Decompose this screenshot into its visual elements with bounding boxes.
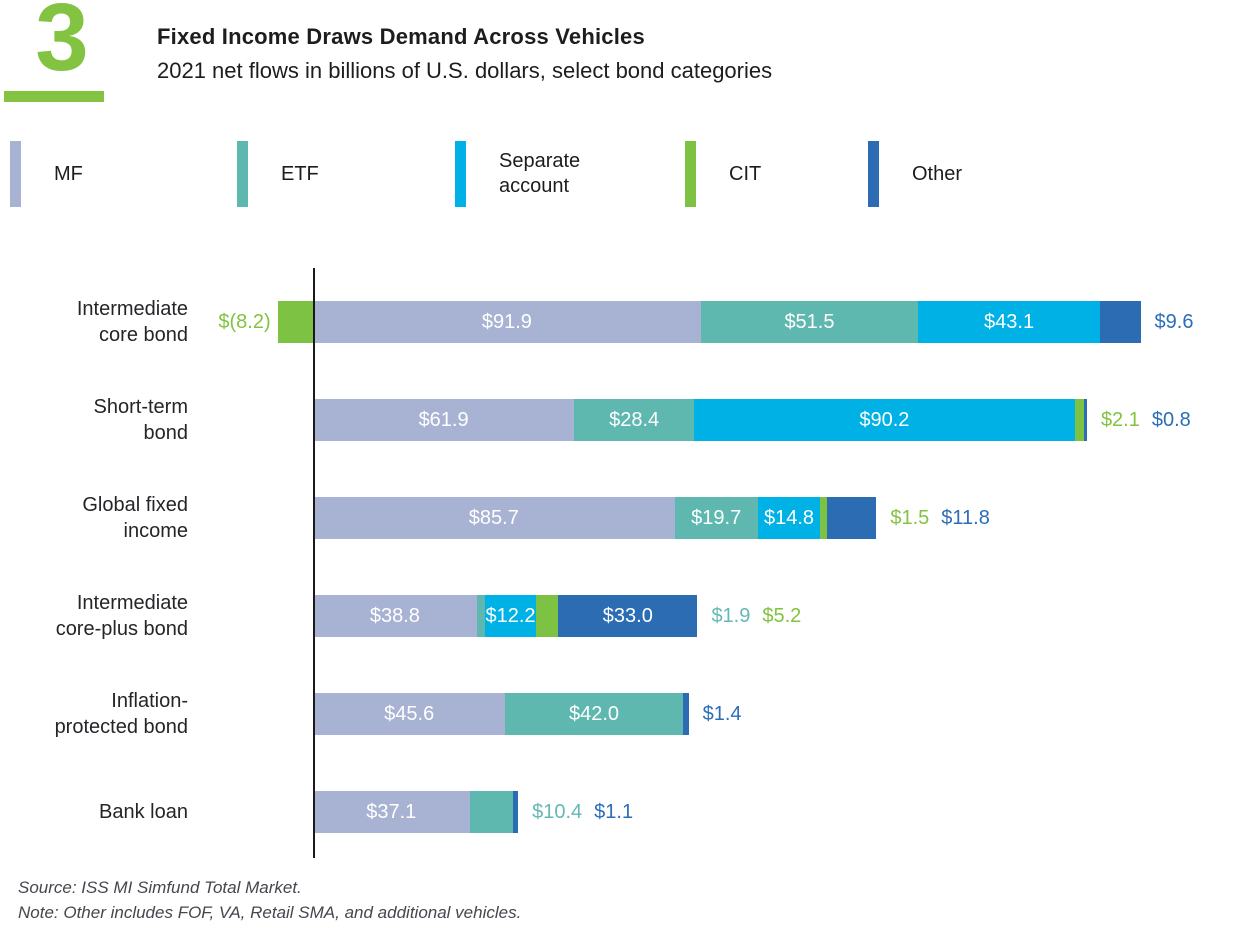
chart-title: Fixed Income Draws Demand Across Vehicle… xyxy=(157,24,645,49)
legend-swatch xyxy=(10,141,21,207)
bar-segment-other: $33.0 xyxy=(558,595,698,637)
outside-value-label: $1.9 xyxy=(711,604,751,627)
legend-item-cit: CIT xyxy=(685,141,761,207)
bar-row-intermediate-core-plus-bond: Intermediate core-plus bond $38.8 $12.2 $33… xyxy=(0,592,1260,640)
bar-segment-etf xyxy=(476,595,485,637)
outside-value-label: $0.8 xyxy=(1151,408,1191,431)
outside-value-labels: $1.5 $11.8 xyxy=(890,497,990,539)
figure-number: 3 xyxy=(35,0,89,91)
legend-swatch xyxy=(685,141,696,207)
bar-segment-mf: $37.1 xyxy=(313,791,470,833)
segment-value-label: $91.9 xyxy=(481,310,532,333)
bar-row-intermediate-core-bond: Intermediate core bond $(8.2) $91.9 $51.5 $4… xyxy=(0,298,1260,346)
outside-value-label: $2.1 xyxy=(1100,408,1140,431)
segment-value-label: $12.2 xyxy=(485,604,536,627)
legend-item-mf: MF xyxy=(10,141,83,207)
bar-segment-mf: $91.9 xyxy=(313,301,701,343)
bar-segment-other xyxy=(682,693,689,735)
bar-segment-other xyxy=(1100,301,1141,343)
bar-segment-cit xyxy=(536,595,559,637)
legend-label: ETF xyxy=(281,162,319,185)
bar-segment-cit xyxy=(278,301,313,343)
segment-value-label: $90.2 xyxy=(859,408,910,431)
legend-label: Separate account xyxy=(499,150,581,197)
bar-segment-other xyxy=(513,791,519,833)
bar-segment-separate-account: $14.8 xyxy=(757,497,821,539)
outside-value-label: $9.6 xyxy=(1154,310,1194,333)
bar-segment-mf: $45.6 xyxy=(313,693,506,735)
bar-row-short-term-bond: Short-term bond $61.9 $28.4 $90.2 $2.1 $0.8 xyxy=(0,396,1260,444)
segment-value-label: $43.1 xyxy=(984,310,1035,333)
outside-value-label: $5.2 xyxy=(762,604,802,627)
zero-axis-line xyxy=(313,268,315,858)
outside-value-labels: $10.4 $1.1 xyxy=(532,791,633,833)
segment-value-label: $61.9 xyxy=(418,408,469,431)
outside-value-labels: $1.4 xyxy=(703,693,742,735)
bar-segment-other xyxy=(826,497,877,539)
bar-segment-cit xyxy=(820,497,827,539)
segment-value-label: $45.6 xyxy=(384,702,435,725)
legend-label: MF xyxy=(54,162,83,185)
segment-value-label: $38.8 xyxy=(369,604,420,627)
outside-value-labels: $2.1 $0.8 xyxy=(1101,399,1191,441)
bar-row-inflation-protected-bond: Inflation- protected bond $45.6 $42.0 $1.4 xyxy=(0,690,1260,738)
bar-segment-etf: $19.7 xyxy=(674,497,758,539)
bar-segment-mf: $38.8 xyxy=(313,595,477,637)
legend-swatch xyxy=(455,141,466,207)
bar-segment-etf xyxy=(469,791,514,833)
category-label: Intermediate core bond xyxy=(76,298,188,346)
category-label: Short-term bond xyxy=(93,396,188,444)
segment-value-label: $42.0 xyxy=(569,702,620,725)
segment-value-label: $85.7 xyxy=(468,506,519,529)
bar-segment-etf: $51.5 xyxy=(700,301,919,343)
outside-value-label: $1.1 xyxy=(594,800,634,823)
legend-swatch xyxy=(868,141,879,207)
segment-value-label: $19.7 xyxy=(691,506,742,529)
category-label: Global fixed income xyxy=(82,494,188,542)
bar-segment-separate-account: $12.2 xyxy=(484,595,537,637)
bar-row-bank-loan: Bank loan $37.1 $10.4 $1.1 xyxy=(0,791,1260,833)
category-label: Bank loan xyxy=(99,801,188,823)
legend-label: Other xyxy=(912,162,963,185)
outside-value-label: $10.4 xyxy=(532,800,583,823)
bar-segment-separate-account: $90.2 xyxy=(694,399,1075,441)
outside-value-label: $1.4 xyxy=(702,702,742,725)
figure-number-underline xyxy=(4,91,104,102)
legend-item-other: Other xyxy=(868,141,962,207)
segment-value-label: $14.8 xyxy=(763,506,815,529)
outside-value-label: $(8.2) xyxy=(218,310,271,333)
legend-swatch xyxy=(237,141,248,207)
segment-value-label: $33.0 xyxy=(602,604,653,627)
footnote: Note: Other includes FOF, VA, Retail SMA… xyxy=(18,903,522,922)
legend-item-etf: ETF xyxy=(237,141,319,207)
category-label: Inflation- protected bond xyxy=(54,690,188,738)
bar-segment-mf: $61.9 xyxy=(313,399,575,441)
outside-value-labels: $9.6 xyxy=(1155,301,1194,343)
bar-row-global-fixed-income: Global fixed income $85.7 $19.7 $14.8 $1.5 $1… xyxy=(0,494,1260,542)
bar-segment-etf: $42.0 xyxy=(505,693,683,735)
legend-item-separate-account: Separate account xyxy=(455,141,580,207)
category-label: Intermediate core-plus bond xyxy=(55,592,188,640)
bar-segment-etf: $28.4 xyxy=(574,399,695,441)
outside-value-label: $1.5 xyxy=(890,506,930,529)
segment-value-label: $28.4 xyxy=(609,408,660,431)
bar-segment-mf: $85.7 xyxy=(313,497,675,539)
source-note: Source: ISS MI Simfund Total Market. xyxy=(18,878,302,897)
legend-label: CIT xyxy=(729,162,762,185)
outside-value-label: $11.8 xyxy=(941,506,990,529)
bar-segment-separate-account: $43.1 xyxy=(918,301,1101,343)
bar-segment-other xyxy=(1083,399,1087,441)
outside-value-labels: $1.9 $5.2 xyxy=(711,595,801,637)
segment-value-label: $37.1 xyxy=(366,800,417,823)
segment-value-label: $51.5 xyxy=(784,310,835,333)
bar-segment-cit xyxy=(1074,399,1084,441)
chart-subtitle: 2021 net flows in billions of U.S. dolla… xyxy=(157,58,773,83)
